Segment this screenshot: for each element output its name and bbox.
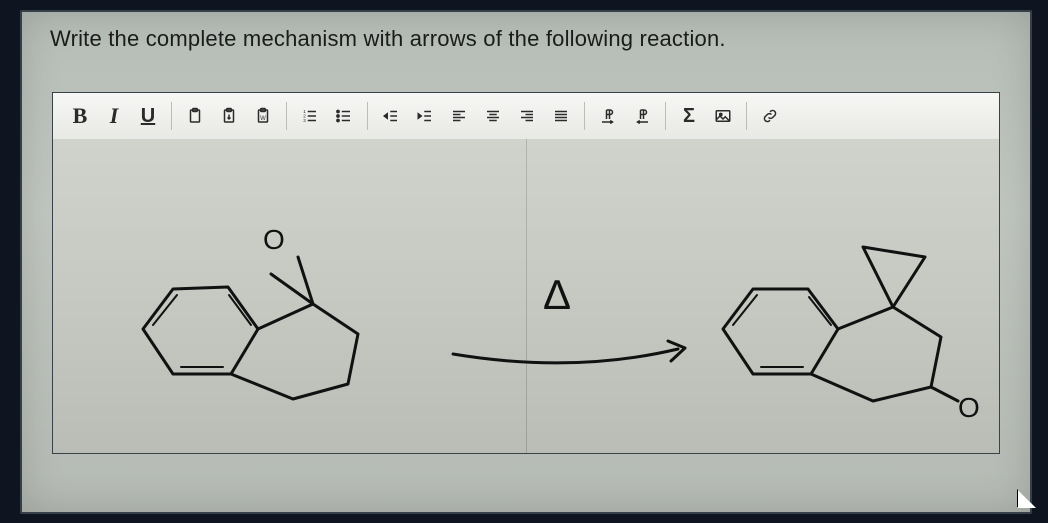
indent-icon (416, 107, 434, 125)
toolbar-separator (367, 102, 368, 130)
outdent-icon (382, 107, 400, 125)
italic-button[interactable]: I (97, 99, 131, 133)
insert-image-button[interactable] (706, 99, 740, 133)
bullet-list-button[interactable] (327, 99, 361, 133)
list-ol-icon: 123 (301, 107, 319, 125)
underline-button[interactable]: U (131, 99, 165, 133)
delta-label: Δ (543, 271, 571, 318)
toolbar-separator (665, 102, 666, 130)
rtl-icon (633, 107, 651, 125)
clipboard-w-icon: W (254, 107, 272, 125)
align-left-button[interactable] (442, 99, 476, 133)
ltr-icon (599, 107, 617, 125)
align-right-button[interactable] (510, 99, 544, 133)
indent-button[interactable] (408, 99, 442, 133)
paste-from-button[interactable] (212, 99, 246, 133)
align-justify-icon (552, 107, 570, 125)
outdent-button[interactable] (374, 99, 408, 133)
editor-canvas[interactable]: O Δ (53, 139, 999, 453)
rtl-button[interactable] (625, 99, 659, 133)
question-prompt: Write the complete mechanism with arrows… (50, 26, 1002, 52)
editor-toolbar: B I U W 123 (53, 93, 999, 140)
toolbar-separator (171, 102, 172, 130)
chemistry-drawing: O Δ (53, 139, 999, 453)
svg-text:W: W (260, 116, 266, 122)
image-icon (714, 107, 732, 125)
bold-button[interactable]: B (63, 99, 97, 133)
paste-button[interactable] (178, 99, 212, 133)
equation-button[interactable]: Σ (672, 99, 706, 133)
toolbar-separator (746, 102, 747, 130)
paste-word-button[interactable]: W (246, 99, 280, 133)
align-justify-button[interactable] (544, 99, 578, 133)
align-center-button[interactable] (476, 99, 510, 133)
editor-panel: Write the complete mechanism with arrows… (20, 10, 1032, 514)
link-icon (761, 107, 779, 125)
align-right-icon (518, 107, 536, 125)
toolbar-separator (286, 102, 287, 130)
clipboard-icon (186, 107, 204, 125)
link-button[interactable] (753, 99, 787, 133)
align-center-icon (484, 107, 502, 125)
clipboard-arrow-icon (220, 107, 238, 125)
resize-cursor-icon (1016, 488, 1034, 506)
numbered-list-button[interactable]: 123 (293, 99, 327, 133)
ltr-button[interactable] (591, 99, 625, 133)
svg-text:O: O (263, 224, 285, 255)
rich-text-editor: B I U W 123 (52, 92, 1000, 454)
svg-text:O: O (958, 392, 980, 423)
toolbar-separator (584, 102, 585, 130)
list-ul-icon (335, 107, 353, 125)
svg-text:3: 3 (303, 118, 306, 123)
align-left-icon (450, 107, 468, 125)
